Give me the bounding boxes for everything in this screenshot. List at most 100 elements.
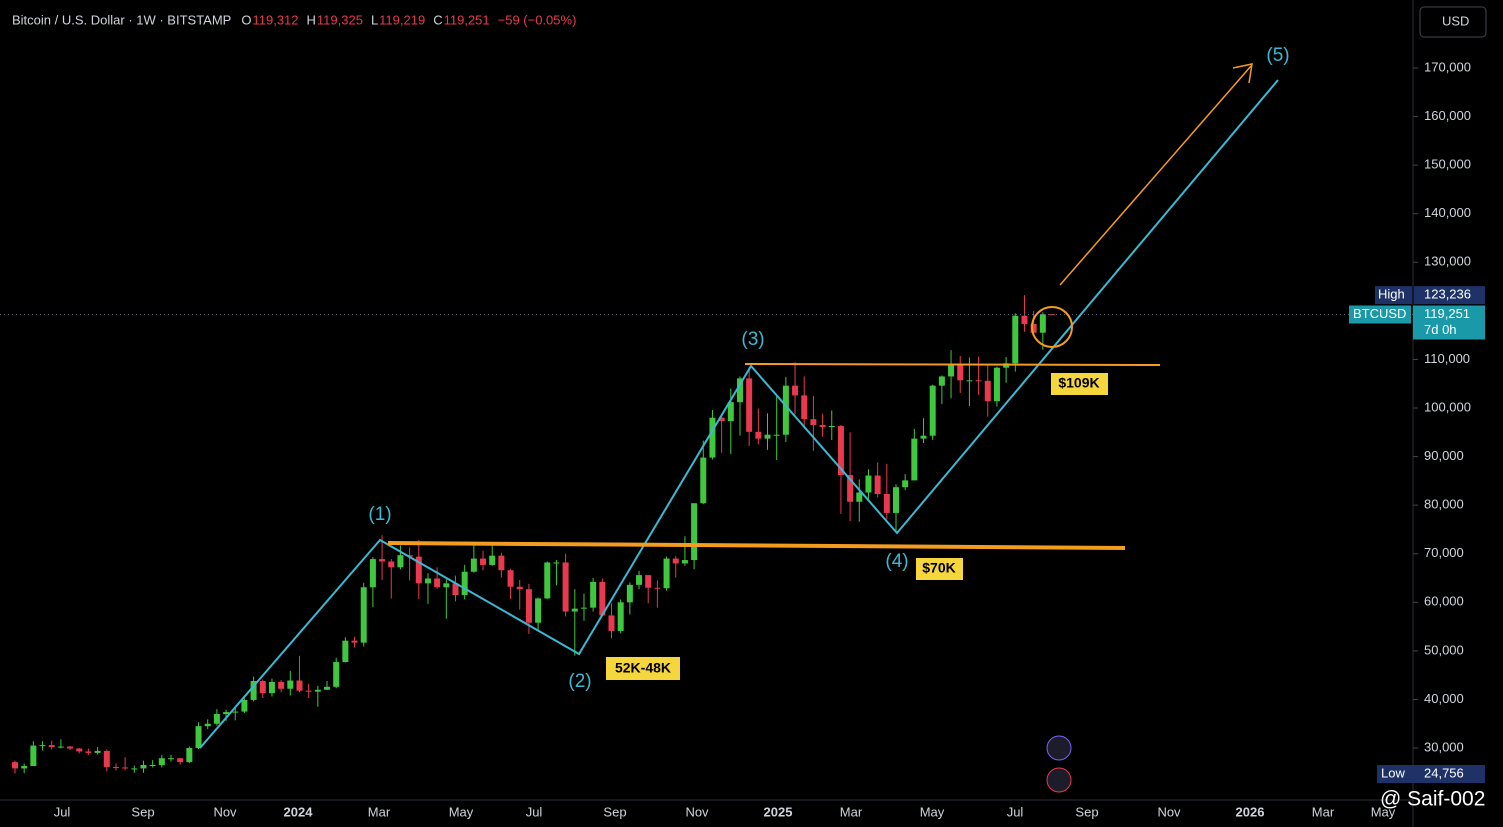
candle-body <box>727 402 734 422</box>
wave-line <box>199 79 1279 749</box>
ohlc-value: 119,219 <box>379 12 425 27</box>
candle-body <box>1021 315 1028 324</box>
candle-body <box>314 689 321 692</box>
high-value: 123,236 <box>1424 287 1471 302</box>
y-tick-label: 70,000 <box>1424 545 1464 560</box>
candle-body <box>892 487 899 513</box>
candle-body <box>131 768 138 770</box>
candle-body <box>112 766 119 768</box>
candle-body <box>461 571 468 596</box>
icon[interactable] <box>1046 767 1072 793</box>
high-label: High <box>1378 287 1405 302</box>
x-tick-label: Sep <box>603 804 626 819</box>
candle-body <box>599 581 606 616</box>
candle-body <box>158 758 165 766</box>
candle-body <box>76 748 83 752</box>
x-tick-label: Jul <box>54 804 71 819</box>
candle-body <box>452 583 459 596</box>
candle-body <box>792 385 799 396</box>
candle-body <box>920 435 927 439</box>
x-tick-label: Mar <box>840 804 863 819</box>
candle-body <box>966 380 973 382</box>
candle-body <box>856 492 863 502</box>
ohlc-value: 119,325 <box>317 12 363 27</box>
candle-body <box>507 570 514 587</box>
candle-body <box>590 581 597 608</box>
candle-body <box>434 578 441 588</box>
x-tick-label: Nov <box>685 804 709 819</box>
x-tick-label: Mar <box>1312 804 1335 819</box>
candle-body <box>782 385 789 435</box>
symbol: BTCUSD <box>1353 306 1406 321</box>
x-tick-label: 2024 <box>284 804 314 819</box>
chart-title: Bitcoin / U.S. Dollar · 1W · BITSTAMP <box>12 12 231 27</box>
candle-body <box>186 748 193 763</box>
candle-body <box>30 745 37 766</box>
candle-body <box>379 559 386 562</box>
x-tick-label: Sep <box>1075 804 1098 819</box>
icon[interactable] <box>1046 735 1072 761</box>
candle-body <box>268 681 275 694</box>
candle-body <box>168 758 175 760</box>
candle-body <box>902 480 909 488</box>
candle-body <box>232 711 239 713</box>
candle-body <box>663 558 670 589</box>
candle-body <box>819 425 826 427</box>
drawings: 52K-48K $109K $70K (1) (2) (3) (4) (5) <box>199 45 1290 793</box>
candle-body <box>342 640 349 663</box>
x-tick-label: Sep <box>131 804 154 819</box>
candle-body <box>388 561 395 568</box>
candle-body <box>296 680 303 691</box>
x-tick-label: 2025 <box>764 804 793 819</box>
candle-body <box>140 765 147 769</box>
target-arrow <box>1059 65 1252 286</box>
ohlc-key: H <box>307 12 316 27</box>
candle-body <box>608 615 615 631</box>
candle-body <box>498 555 505 571</box>
currency: USD <box>1442 13 1469 28</box>
x-tick-label: Jul <box>526 804 543 819</box>
candle-body <box>122 767 129 769</box>
candle-body <box>259 680 266 694</box>
candle-body <box>85 751 92 753</box>
candle-body <box>681 560 688 564</box>
x-tick-label: May <box>1371 804 1396 819</box>
wave-label: (5) <box>1266 45 1289 66</box>
candle-body <box>57 746 64 748</box>
candle-body <box>828 425 835 427</box>
candle-body <box>213 714 220 724</box>
candle-body <box>1030 323 1037 333</box>
candle-body <box>103 750 110 767</box>
watermark: @ Saif-002 <box>1380 788 1485 811</box>
candle-body <box>883 493 890 513</box>
y-tick-label: 30,000 <box>1424 739 1464 754</box>
candle-body <box>617 602 624 631</box>
y-tick-label: 80,000 <box>1424 497 1464 512</box>
candle-body <box>241 699 248 712</box>
resistance-line <box>744 363 1161 366</box>
candle-body <box>94 750 101 753</box>
currency-button[interactable] <box>1419 6 1487 38</box>
y-tick-label: 130,000 <box>1424 254 1471 269</box>
candle-body <box>571 608 578 612</box>
candle-body <box>369 559 376 588</box>
ohlc-key: L <box>371 12 378 27</box>
change: −59 (−0.05%) <box>498 12 577 27</box>
candle-body <box>305 690 312 692</box>
y-tick-label: 50,000 <box>1424 642 1464 657</box>
candle-body <box>535 598 542 623</box>
candle-body <box>911 438 918 481</box>
y-tick-label: 40,000 <box>1424 691 1464 706</box>
ohlc-key: O <box>241 12 251 27</box>
candle-body <box>801 395 808 420</box>
y-tick-label: 140,000 <box>1424 205 1471 220</box>
candle-body <box>755 431 762 439</box>
candle-body <box>48 745 55 748</box>
last-value: 119,251 <box>1424 306 1470 321</box>
candle-body <box>837 425 844 476</box>
x-tick-label: May <box>449 804 474 819</box>
level-box <box>916 558 963 580</box>
candle-body <box>250 680 257 700</box>
candle-body <box>654 587 661 589</box>
